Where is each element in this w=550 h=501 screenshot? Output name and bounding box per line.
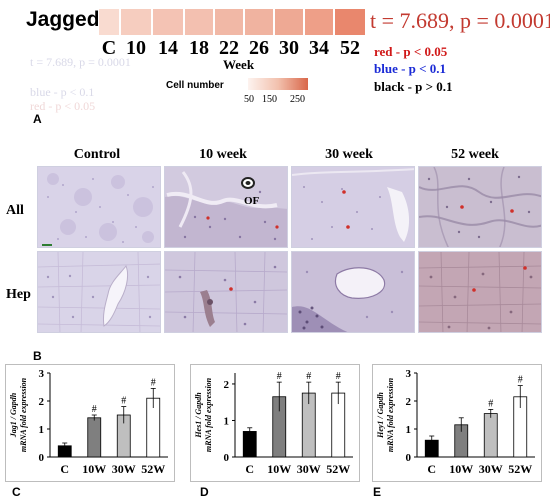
ghost-text-stat: t = 7.689, p = 0.0001 — [30, 55, 131, 69]
micrograph-control-all — [37, 166, 161, 248]
y-tick-label: 1 — [224, 415, 230, 427]
of-label: OF — [244, 195, 260, 207]
significance-marker: # — [151, 377, 156, 388]
category-label: 52W — [141, 462, 165, 476]
y-tick-label: 0 — [39, 452, 45, 464]
category-label: 10W — [82, 462, 106, 476]
row-header-all: All — [6, 203, 24, 218]
ghost-text-red: red - p < 0.05 — [30, 99, 96, 113]
column-header-10-week: 10 week — [199, 147, 247, 162]
panel-letter-b: B — [33, 349, 42, 363]
week-tick-label: 26 — [249, 37, 269, 59]
y-axis-label: Jag1 / Gapdh — [9, 392, 18, 438]
category-label: 30W — [112, 462, 136, 476]
significance-marker: # — [336, 371, 341, 382]
heatmap-cell-C — [98, 8, 120, 36]
colorbar — [248, 78, 308, 90]
significance-marker: # — [277, 371, 282, 382]
heatmap-cell-34 — [304, 8, 334, 36]
significance-marker: # — [121, 396, 126, 407]
micrograph-10-week-hep — [164, 251, 288, 333]
panel-letter-a: A — [33, 112, 42, 126]
y-tick-label: 1 — [406, 424, 412, 436]
heatmap-strip — [98, 8, 366, 36]
bar-C — [242, 431, 257, 458]
category-label: 30W — [297, 462, 321, 476]
colorbar-tick: 50 — [244, 94, 254, 105]
gene-label: Jagged1 — [26, 8, 112, 31]
micrograph-30-week-all — [291, 166, 415, 248]
week-axis-label: Week — [223, 57, 255, 72]
significance-marker: # — [518, 375, 523, 386]
week-tick-label: 34 — [309, 37, 329, 59]
week-tick-label: C — [101, 37, 117, 59]
bar-10W — [87, 417, 102, 458]
bar-chart-hey1: Hey1 / Gapdh mRNA fold expression 0 1 2 3 C 10W… — [372, 364, 542, 482]
heatmap-cell-14 — [152, 8, 184, 36]
heatmap-cell-18 — [184, 8, 214, 36]
week-ticks: C 10 14 18 22 26 30 34 52 — [98, 37, 366, 61]
week-tick-label: 22 — [219, 37, 239, 59]
heatmap-cell-52 — [334, 8, 366, 36]
micrograph-10-week-all: OF — [164, 166, 288, 248]
bar-30W — [483, 413, 498, 458]
row-header-hep: Hep — [6, 287, 31, 302]
category-label: 52W — [326, 462, 350, 476]
bar-chart-jag1: Jag1 / Gapdh mRNA fold expression 0 1 2 3 C #10… — [5, 364, 175, 482]
category-label: 10W — [267, 462, 291, 476]
y-tick-label: 1 — [39, 424, 45, 436]
colorbar-tick: 150 — [262, 94, 277, 105]
panel-letter-e: E — [373, 485, 382, 499]
ghost-text-blue: blue - p < 0.1 — [30, 85, 95, 99]
y-tick-label: 2 — [39, 396, 45, 408]
column-header-30-week: 30 week — [325, 147, 373, 162]
statistic-text: t = 7.689, p = 0.0001 — [370, 8, 550, 33]
heatmap-cell-30 — [274, 8, 304, 36]
legend-black: black - p > 0.1 — [374, 79, 453, 94]
category-label: C — [60, 462, 69, 476]
y-tick-label: 2 — [406, 396, 412, 408]
significance-marker: # — [306, 371, 311, 382]
category-label: 52W — [508, 462, 532, 476]
y-axis-label: mRNA fold expression — [386, 377, 395, 452]
y-axis-label: mRNA fold expression — [204, 377, 213, 452]
category-label: C — [427, 462, 436, 476]
y-tick-label: 0 — [224, 452, 230, 464]
y-tick-label: 2 — [224, 379, 230, 391]
week-tick-label: 18 — [189, 37, 209, 59]
y-axis-label: Hes1 / Gapdh — [194, 392, 203, 439]
y-tick-label: 3 — [406, 368, 412, 380]
colorbar-label: Cell number — [166, 80, 224, 91]
micrograph-52-week-all — [418, 166, 542, 248]
category-label: 30W — [479, 462, 503, 476]
significance-marker: # — [92, 404, 97, 415]
heatmap-cell-22 — [214, 8, 244, 36]
bar-chart-hes1: Hes1 / Gapdh mRNA fold expression 0 1 2 C #10W… — [190, 364, 360, 482]
column-header-52-week: 52 week — [451, 147, 499, 162]
category-label: 10W — [449, 462, 473, 476]
category-label: C — [245, 462, 254, 476]
significance-marker: # — [488, 398, 493, 409]
micrograph-52-week-hep — [418, 251, 542, 333]
y-tick-label: 0 — [406, 452, 412, 464]
panel-letter-d: D — [200, 485, 209, 499]
week-tick-label: 52 — [340, 37, 360, 59]
week-tick-label: 30 — [279, 37, 299, 59]
legend-red: red - p < 0.05 — [374, 44, 448, 59]
panel-letter-c: C — [12, 485, 21, 499]
y-tick-label: 3 — [39, 368, 45, 380]
column-header-control: Control — [73, 147, 121, 162]
colorbar-tick: 250 — [290, 94, 305, 105]
heatmap-cell-10 — [120, 8, 152, 36]
week-tick-label: 10 — [126, 37, 146, 59]
y-axis-label: Hey1 / Gapdh — [376, 392, 385, 439]
heatmap-cell-26 — [244, 8, 274, 36]
week-tick-label: 14 — [158, 37, 178, 59]
micrograph-control-hep — [37, 251, 161, 333]
legend-blue: blue - p < 0.1 — [374, 61, 447, 76]
micrograph-30-week-hep — [291, 251, 415, 333]
y-axis-label: mRNA fold expression — [19, 377, 28, 452]
